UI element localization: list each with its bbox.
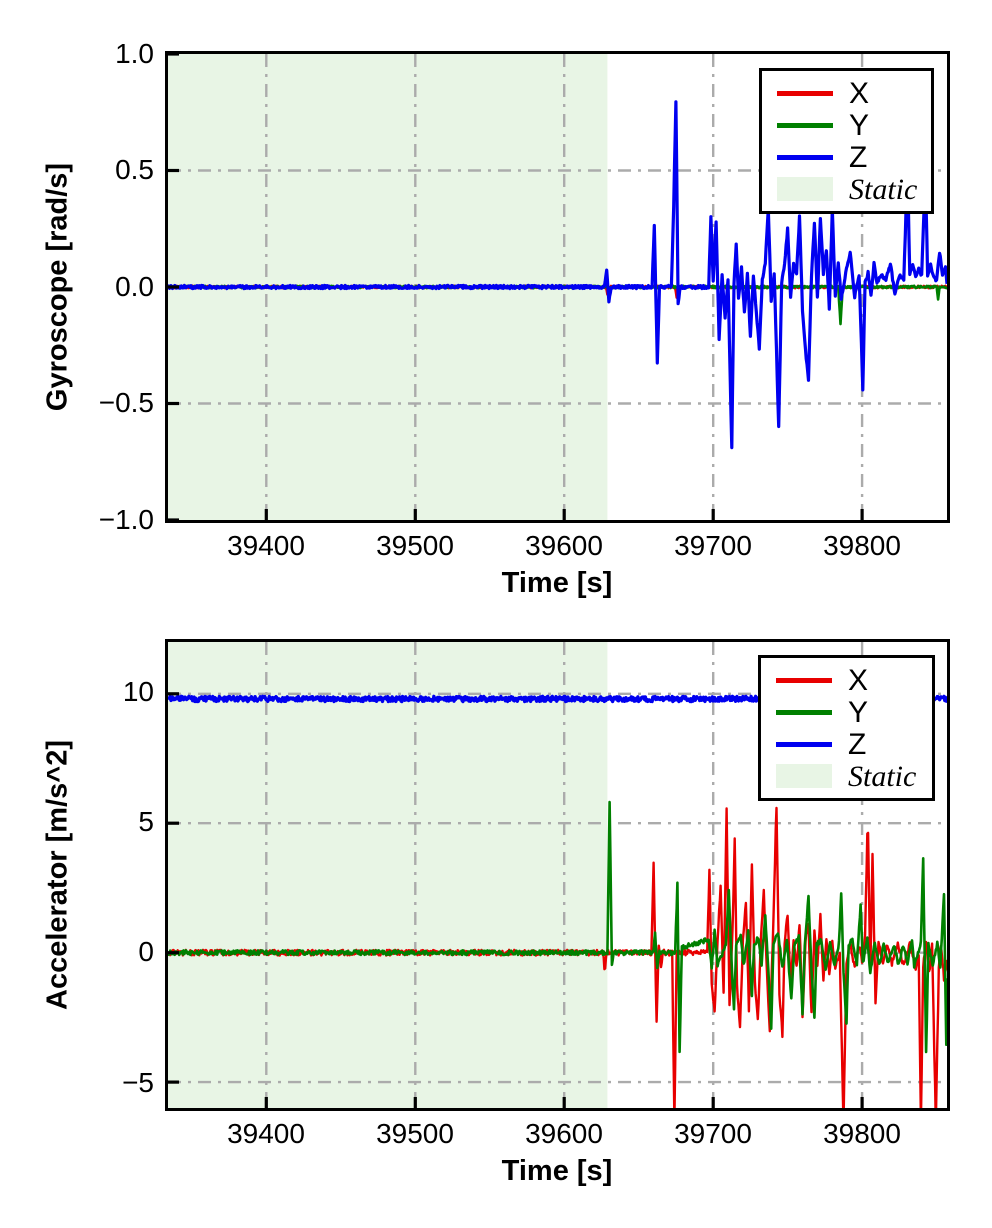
x-axis-title: Time [s]	[501, 1155, 613, 1187]
x-tick-label: 39400	[227, 1118, 305, 1149]
y-series-line-swatch	[777, 122, 833, 128]
x-tick-label: 39500	[376, 1118, 454, 1149]
legend-label: Y	[849, 108, 870, 142]
x-tick-label: 39800	[823, 1118, 901, 1149]
legend-label: Z	[849, 140, 868, 174]
legend-label: Z	[848, 727, 867, 761]
y-tick-label: −1.0	[98, 504, 154, 535]
gyroscope-series-canvas	[168, 54, 947, 520]
y-tick-label: 0	[138, 936, 154, 967]
legend-label: Static	[848, 759, 917, 793]
x-axis-title: Time [s]	[501, 567, 613, 599]
y-tick-label: 0.5	[115, 154, 154, 185]
legend-item-z: Z	[762, 142, 931, 173]
legend-item-y: Y	[762, 110, 931, 141]
legend-item-x: X	[762, 78, 931, 109]
y-tick-label: −0.5	[98, 387, 154, 418]
x-tick-label: 39800	[823, 530, 901, 561]
y-tick-label: 10	[122, 676, 154, 707]
legend: X Y Z Static	[758, 655, 935, 801]
legend-item-x: X	[761, 665, 932, 696]
accelerator-series-canvas	[168, 642, 947, 1108]
y-tick-label: 5	[138, 806, 154, 837]
static-region-swatch	[777, 177, 833, 201]
x-tick-label: 39500	[376, 530, 454, 561]
legend-item-y: Y	[761, 697, 932, 728]
x-tick-label: 39700	[674, 1118, 752, 1149]
x-tick-label: 39700	[674, 530, 752, 561]
legend: X Y Z Static	[759, 68, 934, 214]
y-tick-label: 1.0	[115, 38, 154, 69]
x-tick-label: 39600	[525, 530, 603, 561]
y-tick-label: −5	[122, 1067, 154, 1098]
z-series-line-swatch	[777, 154, 833, 160]
legend-item-static: Static	[762, 174, 931, 205]
legend-label: Static	[849, 172, 918, 206]
y-tick-label: 0.0	[115, 271, 154, 302]
legend-label: X	[849, 76, 870, 110]
x-series-line-swatch	[777, 90, 833, 96]
y-axis-title: Gyroscope [rad/s]	[41, 162, 74, 412]
static-region-swatch	[776, 764, 832, 788]
legend-item-static: Static	[761, 761, 932, 792]
legend-label: X	[848, 663, 869, 697]
legend-label: Y	[848, 695, 869, 729]
legend-item-z: Z	[761, 729, 932, 760]
y-series-line-swatch	[776, 709, 832, 715]
x-series-line-swatch	[776, 677, 832, 683]
y-axis-title: Accelerator [m/s^2]	[41, 740, 74, 1010]
z-series-line-swatch	[776, 741, 832, 747]
x-tick-label: 39600	[525, 1118, 603, 1149]
x-tick-label: 39400	[227, 530, 305, 561]
